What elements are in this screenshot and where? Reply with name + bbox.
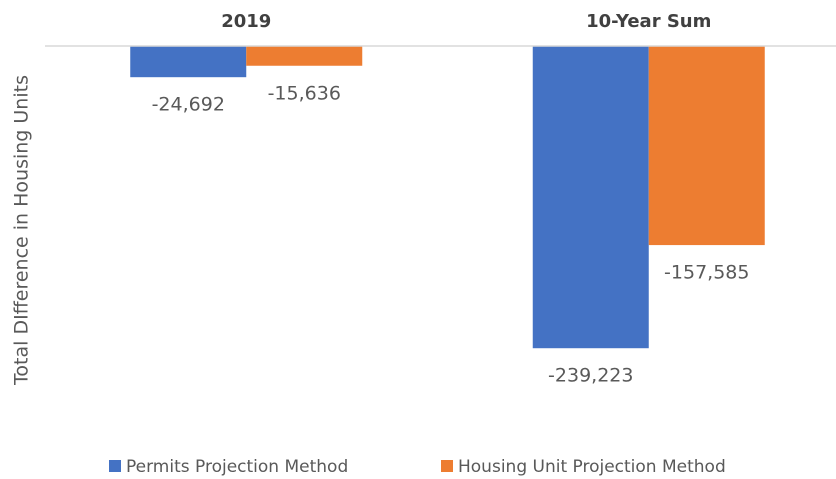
bar (532, 46, 649, 349)
legend-swatch (109, 460, 121, 472)
legend-swatch (441, 460, 453, 472)
bar (246, 46, 363, 66)
bar (648, 46, 765, 246)
legend-label: Permits Projection Method (126, 457, 348, 477)
data-label: -15,636 (268, 82, 341, 104)
data-label: -24,692 (152, 94, 225, 116)
data-label: -239,223 (548, 365, 633, 387)
legend-label: Housing Unit Projection Method (458, 457, 726, 477)
data-label: -157,585 (664, 262, 749, 284)
category-label: 2019 (221, 11, 271, 32)
bar (130, 46, 247, 78)
category-label: 10-Year Sum (586, 11, 711, 32)
y-axis-label: Total DIfference in Housing Units (11, 75, 33, 386)
